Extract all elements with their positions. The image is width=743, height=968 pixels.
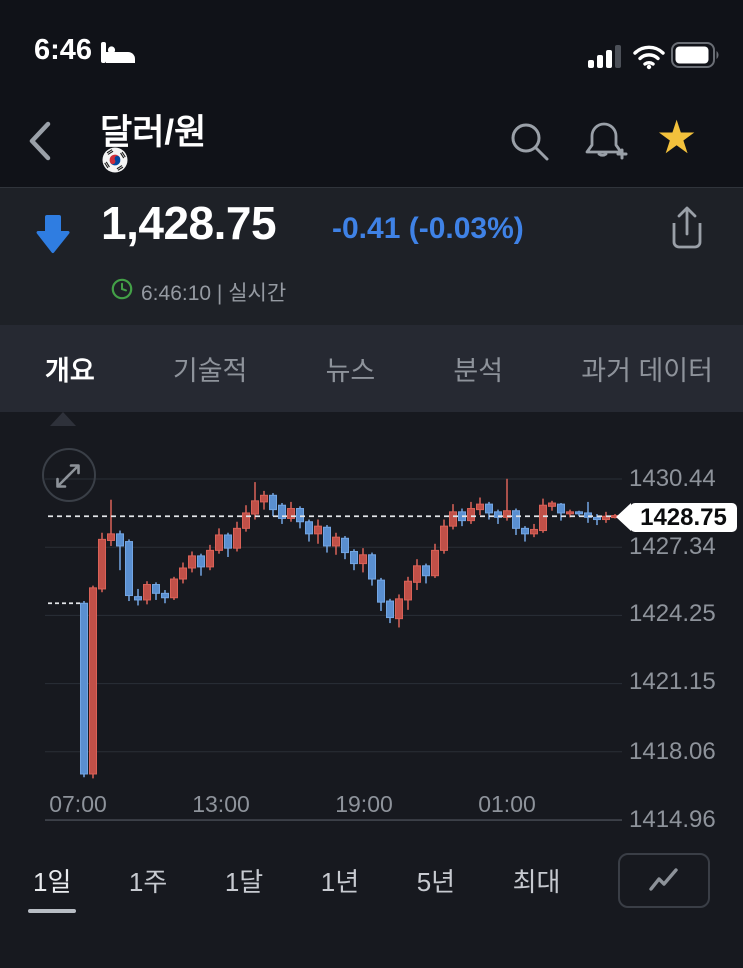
- chart-section: 1430.44 1427.34 1424.25 1421.15 1418.06 …: [0, 412, 743, 968]
- y-axis-label: 1424.25: [629, 600, 716, 627]
- tab-news[interactable]: 뉴스: [325, 356, 376, 386]
- candlestick-chart[interactable]: [0, 412, 743, 968]
- bell-add-icon[interactable]: [580, 118, 628, 166]
- page-title: 달러/원: [100, 113, 207, 152]
- back-button[interactable]: [22, 116, 62, 166]
- y-axis-label: 1418.06: [629, 738, 716, 765]
- y-axis-label: 1421.15: [629, 668, 716, 695]
- x-axis-label: 13:00: [192, 791, 250, 817]
- range-1day[interactable]: 1일: [28, 862, 77, 913]
- range-1week[interactable]: 1주: [128, 866, 168, 897]
- tab-analysis[interactable]: 분석: [453, 356, 504, 386]
- share-icon[interactable]: [664, 204, 710, 252]
- wifi-icon: [632, 44, 666, 75]
- top-section: 6:46 달러: [0, 0, 743, 187]
- search-icon[interactable]: [506, 118, 554, 166]
- tab-bar: 개요 기술적 뉴스 분석 과거 데이터: [0, 325, 743, 412]
- clock-icon: [111, 278, 133, 305]
- y-axis-label: 1430.44: [629, 465, 716, 492]
- x-axis-label: 19:00: [335, 791, 393, 817]
- current-price-tag-arrow: [616, 503, 631, 531]
- favorite-star-icon[interactable]: ★: [656, 111, 698, 163]
- chart-type-button[interactable]: [617, 852, 710, 908]
- tab-historical-data[interactable]: 과거 데이터: [581, 356, 713, 386]
- line-chart-icon: [649, 868, 678, 891]
- battery-icon: [671, 42, 721, 73]
- current-price-tag: 1428.75: [630, 503, 737, 532]
- tab-overview[interactable]: 개요: [45, 356, 95, 386]
- price-change: -0.41 (-0.03%): [332, 212, 524, 245]
- y-axis-label: 1427.34: [629, 533, 716, 560]
- range-1year[interactable]: 1년: [320, 866, 360, 897]
- range-bar: 1일 1주 1달 1년 5년 최대: [0, 845, 743, 915]
- session-time: 6:46:10 | 실시간: [141, 282, 287, 305]
- bed-icon: [100, 40, 136, 71]
- signal-icon: [588, 44, 626, 75]
- range-1month[interactable]: 1달: [224, 866, 264, 897]
- tab-technical[interactable]: 기술적: [172, 356, 248, 386]
- status-time: 6:46: [34, 34, 93, 66]
- expand-chart-button[interactable]: [42, 448, 96, 502]
- active-range-underline: [28, 908, 77, 913]
- x-axis-label: 01:00: [478, 791, 536, 817]
- y-axis-label: 1414.96: [629, 806, 716, 833]
- price-section: 1,428.75 -0.41 (-0.03%) 6:46:10 | 실시간: [0, 187, 743, 325]
- price-value: 1,428.75: [101, 197, 277, 249]
- range-5year[interactable]: 5년: [416, 866, 456, 897]
- active-tab-notch: [50, 412, 76, 426]
- x-axis-label: 07:00: [49, 791, 107, 817]
- south-korea-flag-icon: [102, 147, 128, 173]
- price-down-arrow-icon: [36, 214, 70, 261]
- range-max[interactable]: 최대: [512, 866, 561, 897]
